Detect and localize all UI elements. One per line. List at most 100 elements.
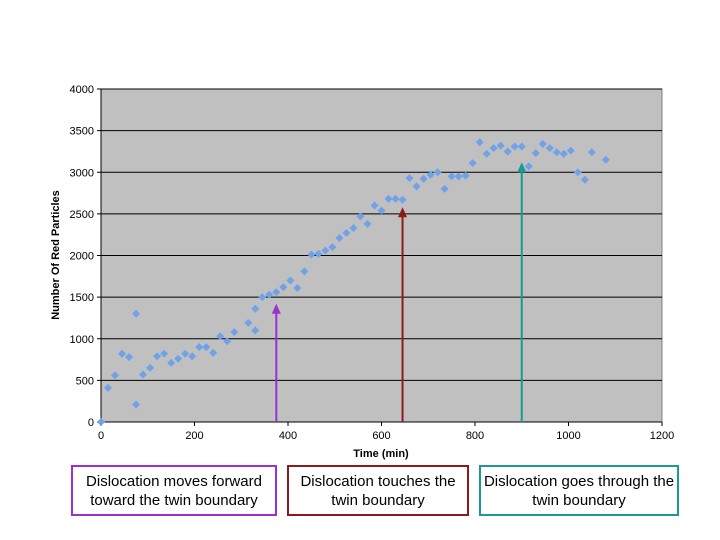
annotation-box-goes-through: Dislocation goes through the twin bounda… [479, 465, 679, 516]
data-point-7 [139, 370, 148, 379]
y-tick-label-5: 2500 [70, 209, 94, 221]
data-point-32 [314, 249, 323, 258]
data-point-68 [566, 146, 575, 155]
data-point-24 [258, 293, 267, 302]
data-point-55 [475, 138, 484, 147]
data-point-66 [552, 148, 561, 157]
data-point-59 [503, 147, 512, 156]
y-tick-label-7: 3500 [70, 126, 94, 138]
y-axis-title: Number Of Red Particles [50, 190, 62, 320]
data-point-3 [118, 349, 127, 358]
data-point-8 [146, 363, 155, 372]
data-point-57 [489, 144, 498, 153]
axes [97, 88, 663, 426]
x-axis-title: Time (min) [353, 448, 409, 460]
data-point-45 [405, 174, 414, 183]
data-point-54 [468, 159, 477, 168]
data-point-9 [153, 352, 162, 361]
data-point-15 [195, 343, 204, 352]
data-point-1 [104, 383, 113, 392]
data-point-17 [209, 348, 218, 357]
y-tick-label-4: 2000 [70, 251, 94, 263]
y-tick-label-8: 4000 [70, 84, 94, 96]
data-point-48 [426, 170, 435, 179]
data-point-60 [510, 142, 519, 151]
data-point-16 [202, 343, 211, 352]
data-point-23 [251, 304, 260, 313]
annotation-arrows [271, 162, 527, 422]
data-point-6 [132, 400, 141, 409]
data-point-62 [524, 162, 533, 171]
data-point-35 [335, 234, 344, 243]
data-point-61 [517, 142, 526, 151]
data-point-69 [573, 168, 582, 177]
data-point-49 [433, 168, 442, 177]
data-point-10 [160, 349, 169, 358]
data-point-72 [601, 155, 610, 164]
data-point-21 [244, 318, 253, 327]
data-point-52 [454, 172, 463, 181]
data-point-47 [419, 174, 428, 183]
data-point-40 [370, 201, 379, 210]
y-tick-label-6: 3000 [70, 167, 94, 179]
annotation-box-moves-forward: Dislocation moves forward toward the twi… [71, 465, 277, 516]
x-tick-label-3: 600 [372, 430, 390, 442]
data-point-12 [174, 354, 183, 363]
data-point-11 [167, 358, 176, 367]
data-point-39 [363, 219, 372, 228]
data-point-22 [251, 326, 260, 335]
data-point-2 [111, 371, 120, 380]
data-point-27 [279, 283, 288, 292]
data-point-33 [321, 246, 330, 255]
y-tick-label-3: 1500 [70, 292, 94, 304]
data-point-14 [188, 352, 197, 361]
x-tick-label-5: 1000 [556, 430, 580, 442]
data-point-64 [538, 139, 547, 148]
data-point-38 [356, 212, 365, 221]
x-tick-label-1: 200 [185, 430, 203, 442]
data-point-51 [447, 172, 456, 181]
x-tick-label-4: 800 [466, 430, 484, 442]
data-point-41 [377, 206, 386, 215]
data-point-28 [286, 276, 295, 285]
tick-labels: 0 500 1000 1500 2000 2500 3000 3500 4000 0 200 400 6… [70, 84, 675, 442]
data-point-31 [307, 250, 316, 259]
data-point-37 [349, 224, 358, 233]
data-point-20 [230, 328, 239, 337]
y-tick-label-1: 500 [76, 375, 94, 387]
data-point-46 [412, 182, 421, 191]
data-point-67 [559, 149, 568, 158]
annotation-arrow-head-2 [517, 162, 527, 173]
data-point-18 [216, 332, 225, 341]
data-point-0 [97, 418, 105, 426]
x-tick-label-2: 400 [279, 430, 297, 442]
data-point-25 [265, 290, 274, 299]
data-point-53 [461, 171, 470, 180]
data-point-42 [384, 194, 393, 203]
x-tick-label-0: 0 [98, 430, 104, 442]
annotation-arrow-head-1 [398, 207, 408, 218]
data-point-29 [293, 283, 302, 292]
data-point-34 [328, 243, 337, 252]
annotation-arrow-head-0 [271, 303, 281, 314]
data-point-50 [440, 184, 449, 193]
y-tick-label-2: 1000 [70, 334, 94, 346]
data-point-19 [223, 337, 232, 346]
data-point-58 [496, 141, 505, 150]
data-point-43 [391, 194, 400, 203]
data-point-71 [587, 148, 596, 157]
y-tick-label-0: 0 [88, 417, 94, 429]
annotation-box-touches: Dislocation touches the twin boundary [287, 465, 469, 516]
data-point-65 [545, 144, 554, 153]
data-point-63 [531, 149, 540, 158]
data-point-4 [125, 353, 134, 362]
data-point-26 [272, 288, 281, 297]
data-point-70 [580, 175, 589, 184]
data-point-13 [181, 349, 190, 358]
data-points [97, 138, 610, 426]
data-point-30 [300, 267, 309, 276]
data-point-44 [398, 195, 407, 204]
data-point-5 [132, 309, 141, 318]
data-point-56 [482, 149, 491, 158]
